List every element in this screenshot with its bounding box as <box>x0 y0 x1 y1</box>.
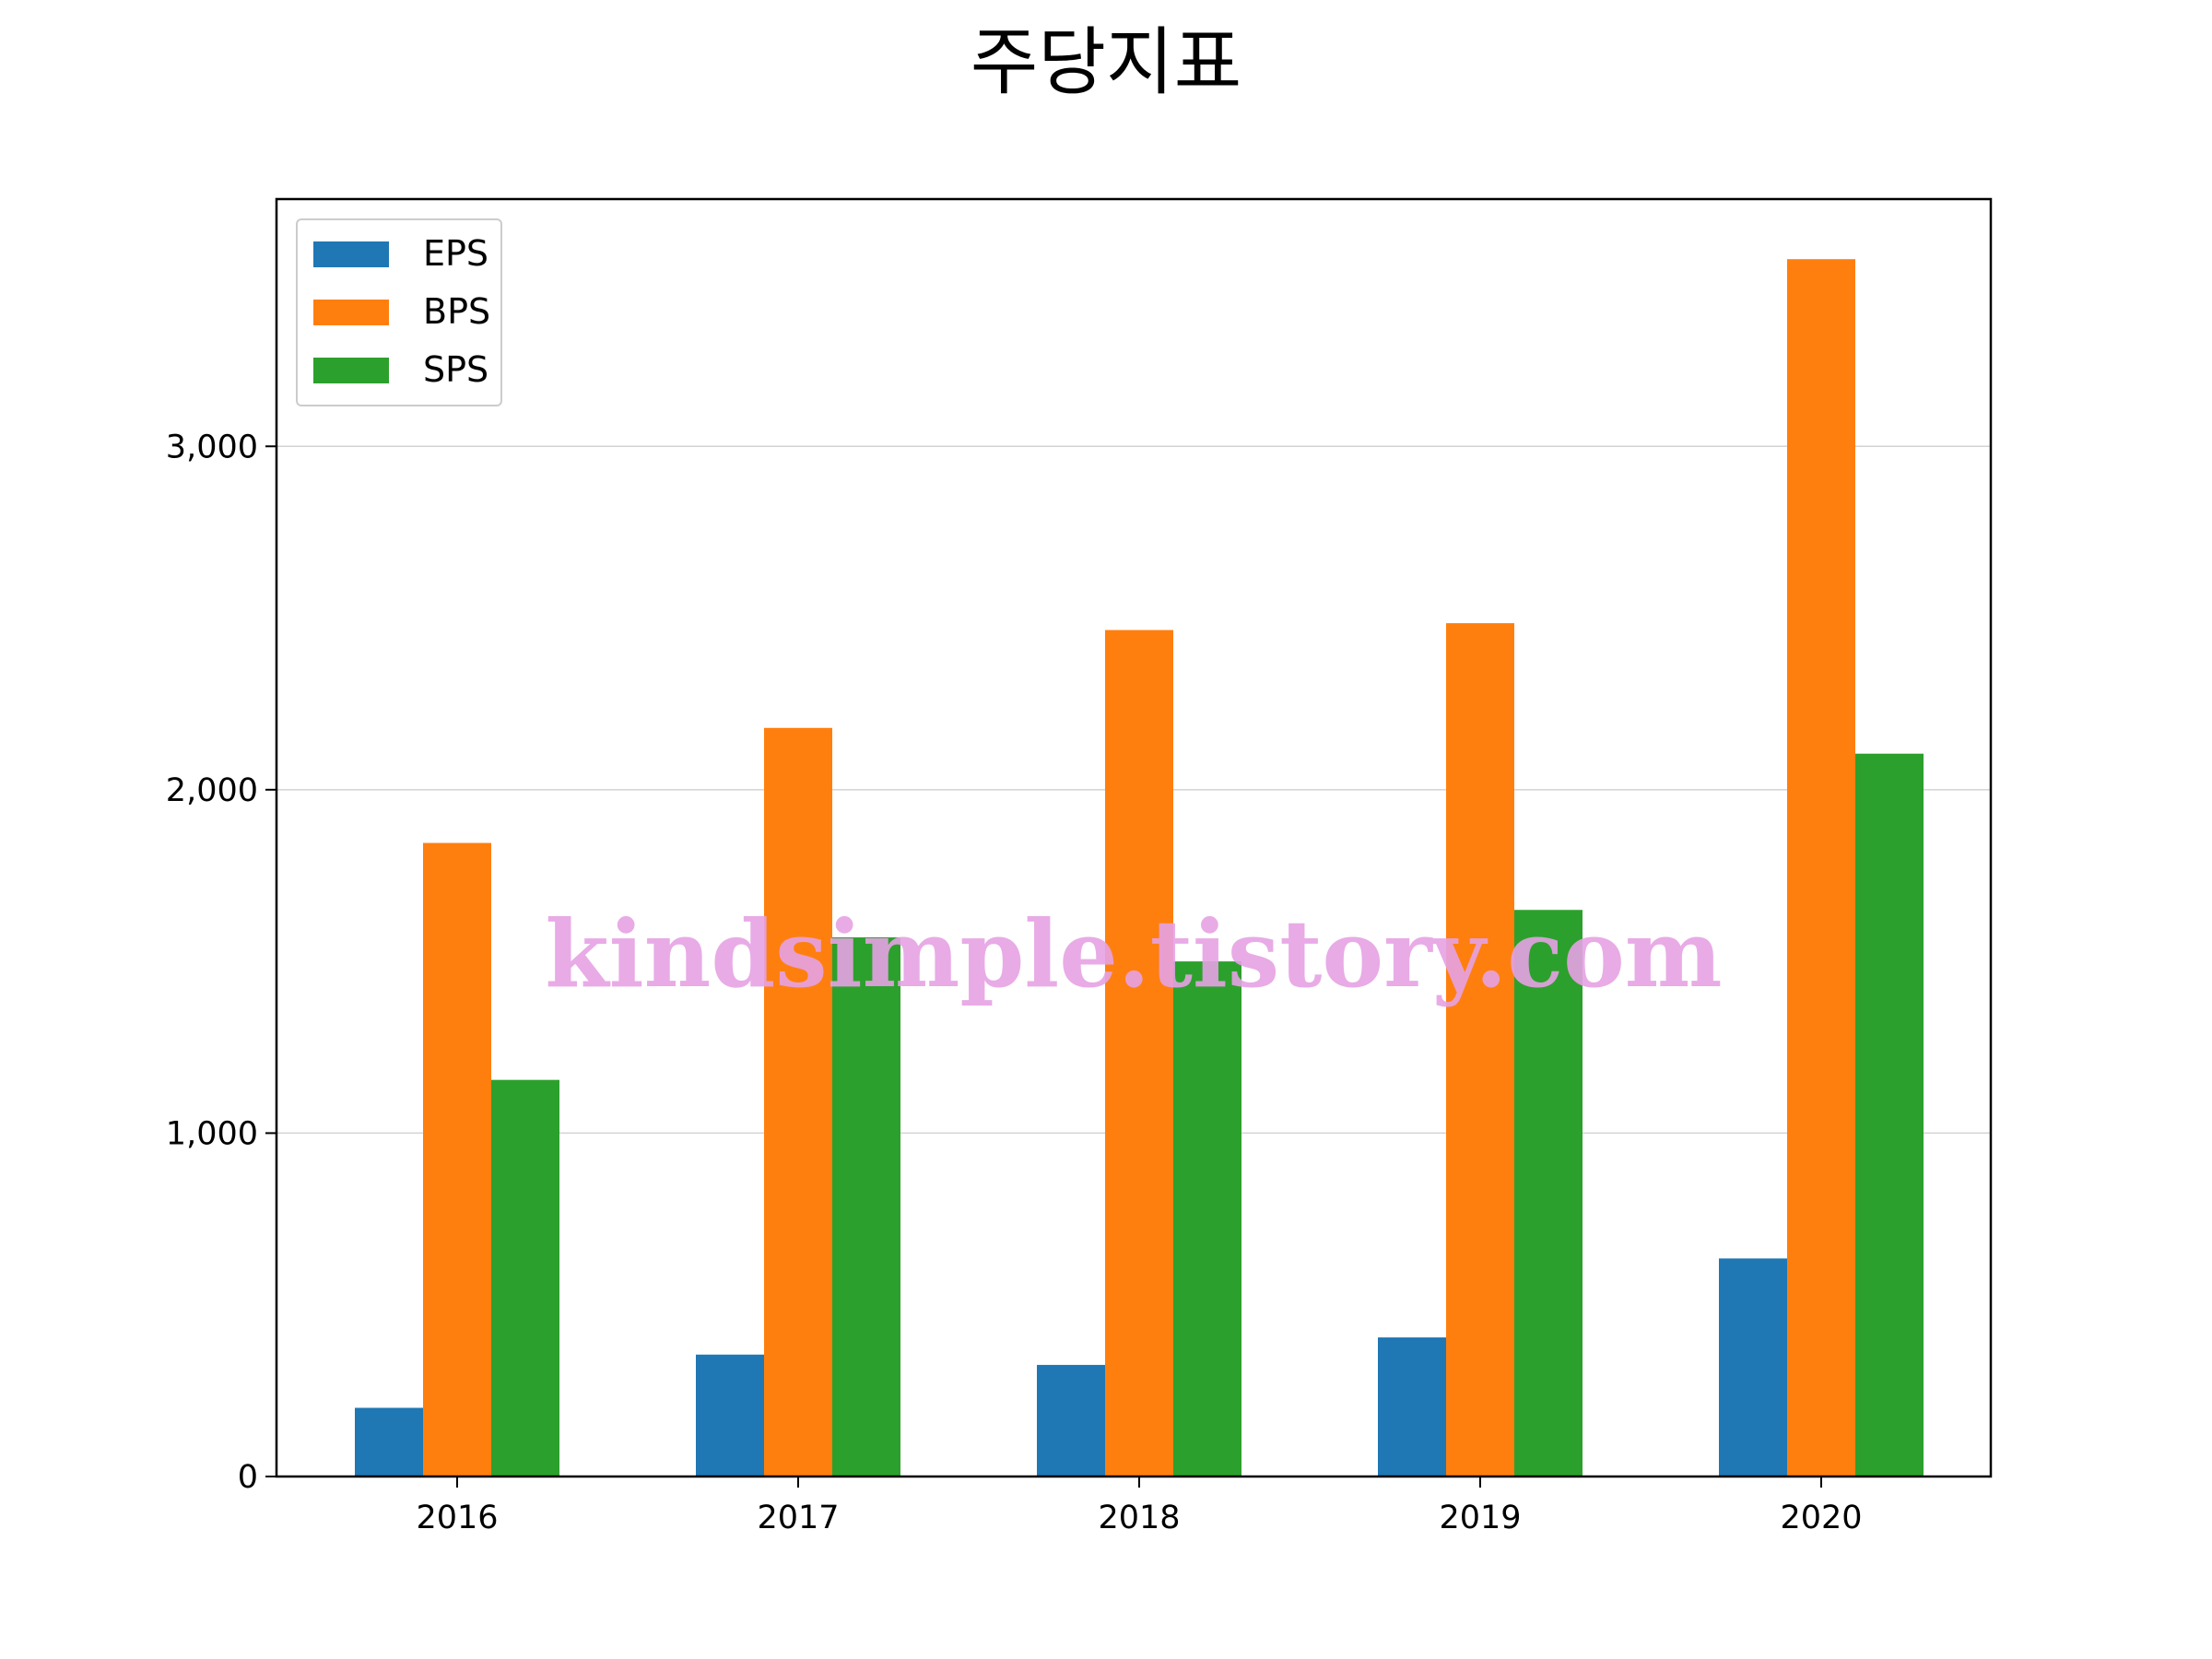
y-axis: 0 1,000 2,000 3,000 <box>166 429 276 1496</box>
bar-sps-2018 <box>1173 961 1241 1477</box>
x-tick-label: 2020 <box>1780 1500 1862 1536</box>
bar-sps-2020 <box>1855 753 1924 1477</box>
bar-eps-2017 <box>696 1354 764 1477</box>
legend: EPS BPS SPS <box>296 218 502 406</box>
bars <box>355 259 1924 1477</box>
bar-bps-2016 <box>423 842 491 1477</box>
bar-bps-2020 <box>1787 259 1855 1477</box>
x-tick-label: 2018 <box>1098 1500 1180 1536</box>
bar-eps-2020 <box>1719 1258 1787 1477</box>
legend-swatch-bps <box>313 300 389 325</box>
y-tick-label: 2,000 <box>166 772 258 809</box>
bar-bps-2017 <box>764 727 832 1477</box>
bar-sps-2019 <box>1514 910 1583 1477</box>
bar-eps-2019 <box>1378 1337 1446 1477</box>
legend-label-bps: BPS <box>423 291 490 332</box>
bar-bps-2018 <box>1105 629 1173 1477</box>
x-tick-label: 2016 <box>416 1500 498 1536</box>
legend-swatch-eps <box>313 241 389 267</box>
bar-eps-2016 <box>355 1407 423 1477</box>
bar-bps-2019 <box>1446 623 1514 1477</box>
bar-sps-2017 <box>832 937 900 1477</box>
bar-sps-2016 <box>491 1079 559 1477</box>
y-tick-label: 1,000 <box>166 1115 258 1152</box>
plot-area <box>275 197 1993 1478</box>
x-axis: 2016 2017 2018 2019 2020 <box>416 1477 1863 1536</box>
legend-label-sps: SPS <box>423 349 488 390</box>
bar-eps-2018 <box>1037 1364 1105 1477</box>
x-tick-label: 2019 <box>1439 1500 1521 1536</box>
y-tick-label: 3,000 <box>166 429 258 465</box>
x-tick-label: 2017 <box>757 1500 839 1536</box>
chart-title: 주당지표 <box>971 19 1241 105</box>
y-tick-label: 0 <box>238 1459 258 1496</box>
legend-label-eps: EPS <box>423 233 488 274</box>
legend-swatch-sps <box>313 358 389 383</box>
watermark-text: kindsimple.tistory.com <box>545 900 1722 1008</box>
